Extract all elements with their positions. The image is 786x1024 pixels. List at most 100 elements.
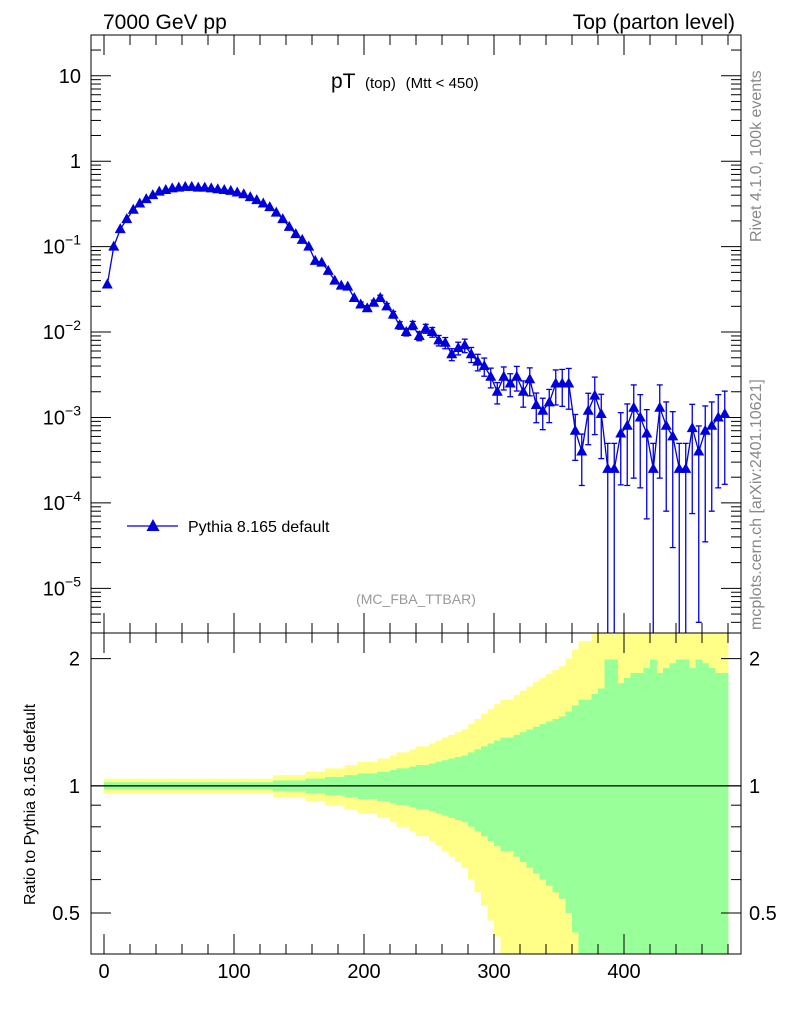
ratio-band-inner	[630, 672, 638, 954]
data-point-triangle	[127, 203, 139, 214]
ratio-band-inner	[455, 757, 462, 821]
data-point-triangle	[134, 197, 146, 208]
legend: Pythia 8.165 default	[127, 519, 330, 536]
data-point-triangle	[504, 377, 516, 388]
data-point-triangle	[459, 339, 471, 350]
data-point-triangle	[121, 213, 133, 224]
data-point-triangle	[290, 228, 302, 239]
ratio-band-inner	[403, 768, 410, 806]
main-panel-ticks: 10 1 10−1 10−2 10−3 10−4 10−5	[43, 34, 741, 634]
rivet-version-label: Rivet 4.1.0, 100k events	[748, 70, 765, 242]
data-point-triangle	[706, 419, 718, 430]
data-point-triangle	[407, 319, 419, 330]
main-y-tick-label: 10	[59, 66, 81, 88]
data-point-triangle	[108, 240, 120, 251]
data-point-triangle	[452, 342, 464, 353]
data-point-triangle	[693, 445, 705, 456]
x-tick-label: 100	[217, 961, 250, 983]
ratio-band-inner	[663, 668, 670, 954]
data-point-triangle	[413, 329, 425, 340]
ratio-y-axis-label: Ratio to Pythia 8.165 default	[22, 703, 39, 905]
data-point-triangle	[394, 319, 406, 330]
data-point-triangle	[322, 264, 334, 275]
ratio-band-inner	[474, 749, 482, 832]
main-y-tick-label: 10−3	[43, 402, 81, 429]
main-y-tick-label: 10−4	[43, 488, 81, 515]
ratio-band-inner	[487, 743, 495, 842]
ratio-band-inner	[578, 699, 586, 954]
ratio-band-inner	[442, 760, 449, 816]
data-point-triangle	[654, 401, 666, 412]
ratio-band-inner	[708, 668, 716, 954]
data-point-triangle	[296, 233, 308, 244]
ratio-band-inner	[422, 765, 430, 810]
legend-label: Pythia 8.165 default	[188, 519, 330, 536]
ratio-y-tick-label-right: 2	[749, 649, 760, 671]
ratio-band-inner	[461, 755, 469, 823]
data-point-triangle	[348, 292, 360, 303]
data-point-triangle	[465, 348, 477, 359]
ratio-band-inner	[611, 659, 618, 954]
main-y-tick-label: 10−1	[43, 232, 81, 259]
data-point-triangle	[140, 193, 152, 204]
main-y-tick-label: 1	[70, 151, 81, 173]
ratio-band-inner	[507, 737, 514, 852]
data-point-triangle	[264, 201, 276, 212]
data-point-triangle	[647, 462, 659, 473]
x-tick-label: 400	[607, 961, 640, 983]
data-point-triangle	[719, 407, 731, 418]
data-point-triangle	[699, 424, 711, 435]
ratio-band-inner	[643, 668, 651, 954]
ratio-band-inner	[695, 659, 703, 954]
data-point-triangle	[257, 197, 269, 208]
main-y-tick-label: 10−2	[43, 317, 81, 344]
ratio-band-inner	[390, 770, 397, 804]
data-point-triangle	[576, 445, 588, 456]
data-point-triangle	[433, 334, 445, 345]
ratio-band-inner	[624, 677, 631, 954]
mcplots-credit-label: mcplots.cern.ch [arXiv:2401.10621]	[748, 379, 765, 630]
ratio-band-inner	[513, 734, 521, 857]
data-point-triangle	[283, 220, 295, 231]
ratio-band-inner	[539, 724, 547, 880]
data-point-triangle	[225, 184, 237, 195]
main-title-variable: pT	[331, 70, 356, 93]
ratio-band-inner	[559, 716, 566, 899]
data-point-triangle	[270, 206, 282, 217]
data-point-triangle	[660, 419, 672, 430]
data-point-triangle	[524, 373, 536, 384]
ratio-panel-frame	[90, 632, 742, 955]
data-point-triangle	[511, 370, 523, 381]
data-point-triangle	[472, 355, 484, 366]
ratio-band-inner	[669, 663, 677, 954]
data-point-triangle	[316, 256, 328, 267]
ratio-band-inner	[676, 659, 683, 954]
ratio-band-inner	[494, 740, 501, 847]
ratio-band-inner	[468, 752, 475, 827]
ratio-band-inner	[416, 765, 423, 810]
data-point-triangle	[381, 300, 393, 311]
ratio-band-inner	[604, 659, 612, 954]
x-tick-label: 0	[98, 961, 109, 983]
data-point-triangle	[374, 292, 386, 303]
data-point-triangle	[368, 296, 380, 307]
data-point-triangle	[342, 280, 354, 291]
ratio-band-inner	[435, 761, 443, 814]
ratio-band-inner	[526, 729, 534, 868]
ratio-band-inner	[715, 672, 722, 954]
data-point-triangle	[439, 336, 451, 347]
analysis-tag: (MC_FBA_TTBAR)	[356, 591, 476, 607]
data-point-triangle	[335, 279, 347, 290]
data-point-triangle	[420, 322, 432, 333]
ratio-band-inner	[481, 746, 488, 837]
ratio-band-inner	[591, 693, 599, 954]
data-point-triangle	[608, 462, 620, 473]
legend-marker-triangle	[146, 519, 160, 531]
data-point-triangle	[244, 191, 256, 202]
header-energy-label: 7000 GeV pp	[103, 11, 227, 34]
data-point-triangle	[426, 326, 438, 337]
data-point-triangle	[277, 213, 289, 224]
data-point-triangle	[615, 427, 627, 438]
ratio-y-tick-label-right: 0.5	[749, 903, 777, 925]
data-point-triangle	[400, 326, 412, 337]
